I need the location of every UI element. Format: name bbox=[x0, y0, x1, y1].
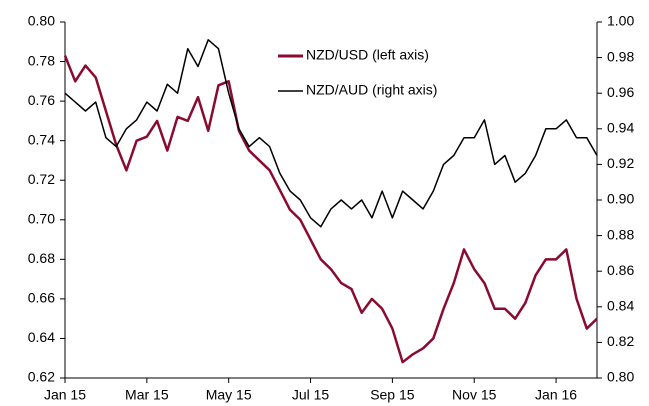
y2-tick-label: 0.82 bbox=[607, 333, 634, 349]
x-tick-label: Mar 15 bbox=[125, 387, 169, 403]
x-tick-label: Nov 15 bbox=[452, 387, 497, 403]
y2-tick-label: 0.88 bbox=[607, 226, 634, 242]
y-tick-label: 0.68 bbox=[28, 250, 55, 266]
y-tick-label: 0.66 bbox=[28, 290, 55, 306]
line-series bbox=[63, 55, 598, 364]
y-tick-label: 0.64 bbox=[28, 329, 55, 345]
x-tick-label: Jan 16 bbox=[535, 387, 577, 403]
y-tick-label: 0.78 bbox=[28, 52, 55, 68]
y-tick-label: 0.72 bbox=[28, 171, 55, 187]
x-tick-label: Jul 15 bbox=[292, 387, 330, 403]
y-tick-label: 0.62 bbox=[28, 369, 55, 385]
legend-label: NZD/USD (left axis) bbox=[306, 47, 429, 63]
y2-tick-label: 0.86 bbox=[607, 262, 634, 278]
line-series bbox=[64, 39, 598, 228]
y2-tick-label: 1.00 bbox=[607, 13, 634, 29]
y2-tick-label: 0.90 bbox=[607, 191, 634, 207]
y2-tick-label: 0.84 bbox=[607, 298, 634, 314]
x-tick-label: May 15 bbox=[206, 387, 252, 403]
y2-tick-label: 0.96 bbox=[607, 84, 634, 100]
x-tick-label: Jan 15 bbox=[44, 387, 86, 403]
y2-tick-label: 0.98 bbox=[607, 48, 634, 64]
x-tick-label: Sep 15 bbox=[370, 387, 415, 403]
y2-tick-label: 0.80 bbox=[607, 369, 634, 385]
y2-tick-label: 0.92 bbox=[607, 155, 634, 171]
legend-label: NZD/AUD (right axis) bbox=[306, 82, 437, 98]
y-tick-label: 0.76 bbox=[28, 92, 55, 108]
y2-tick-label: 0.94 bbox=[607, 120, 634, 136]
y-tick-label: 0.70 bbox=[28, 210, 55, 226]
y-tick-label: 0.74 bbox=[28, 131, 55, 147]
y-tick-label: 0.80 bbox=[28, 13, 55, 29]
